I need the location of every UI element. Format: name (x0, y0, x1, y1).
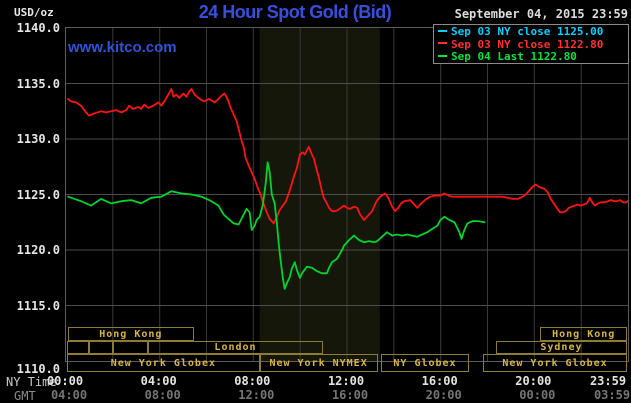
session-label: London (214, 342, 257, 353)
legend-label: Sep 03 NY close 1122.80 (451, 37, 604, 51)
chart-timestamp: September 04, 2015 23:59 (454, 7, 628, 21)
session-box-hong-kong: Hong Kong (68, 327, 194, 341)
legend: Sep 03 NY close 1125.00 Sep 03 NY close … (433, 24, 629, 64)
session-label: NY Globex (393, 357, 457, 369)
x-tick-label-ny: 16:00 (421, 374, 458, 388)
x-tick-label-gmt: 03:59 (593, 388, 631, 402)
x-tick-label-gmt: 04:00 (50, 388, 88, 402)
kitco-watermark-link[interactable]: www.kitco.com (68, 39, 177, 56)
legend-label: Sep 03 NY close 1125.00 (451, 25, 604, 38)
session-box-hong-kong: Hong Kong (540, 327, 627, 341)
legend-item-prev-close: Sep 03 NY close 1125.00 (438, 25, 628, 39)
plot-area (65, 27, 629, 362)
x-tick-label-gmt: 20:00 (425, 388, 462, 402)
session-box (67, 341, 90, 354)
x-tick-label-ny: 23:59 (589, 374, 627, 388)
session-label: New York Globex (502, 357, 608, 369)
y-axis-units-label: USD/oz (14, 6, 54, 19)
session-box (89, 341, 114, 354)
session-label: New York Globex (110, 357, 216, 369)
session-label: Hong Kong (99, 328, 163, 340)
session-box-new-york-nymex: New York NYMEX (259, 354, 378, 372)
x-axis-row-label-ny-time: NY Time (6, 375, 57, 389)
session-box-sydney: Sydney (495, 341, 627, 354)
y-tick-label: 1135.0 (16, 76, 60, 91)
y-tick-label: 1125.0 (16, 187, 60, 202)
green-line-swatch (438, 54, 447, 57)
legend-item-sep04: Sep 04 Last 1122.80 (438, 50, 628, 64)
y-tick-label: 1140.0 (16, 21, 60, 35)
red-line-swatch (438, 42, 447, 44)
x-tick-label-gmt: 12:00 (238, 388, 275, 402)
y-tick-label: 1130.0 (16, 132, 60, 146)
session-label: Hong Kong (552, 328, 616, 340)
session-box (113, 341, 149, 354)
x-tick-label-ny: 08:00 (234, 374, 271, 388)
y-tick-label: 1115.0 (16, 298, 60, 313)
price-lines-canvas (66, 28, 628, 361)
x-tick-label-ny: 04:00 (140, 374, 177, 388)
y-tick-label: 1120.0 (16, 243, 60, 257)
x-tick-label-ny: 00:00 (46, 374, 84, 388)
x-tick-label-ny: 20:00 (515, 374, 552, 388)
session-label: Sydney (540, 342, 583, 353)
x-tick-label-gmt: 00:00 (519, 388, 556, 402)
session-box-new-york-globex: New York Globex (483, 354, 627, 372)
session-box-new-york-globex: New York Globex (67, 354, 260, 372)
x-tick-label-ny: 12:00 (327, 374, 365, 388)
x-tick-label-gmt: 08:00 (144, 388, 181, 402)
session-box-ny-globex: NY Globex (381, 354, 469, 372)
x-axis-row-label-gmt: GMT (14, 389, 36, 403)
chart-title: 24 Hour Spot Gold (Bid) (198, 2, 392, 22)
x-tick-label-gmt: 16:00 (331, 388, 369, 402)
session-label: New York NYMEX (269, 357, 368, 369)
y-tick-label: 1110.0 (16, 362, 60, 376)
session-box-london: London (148, 341, 323, 354)
legend-item-sep03: Sep 03 NY close 1122.80 (438, 37, 628, 52)
cyan-line-swatch (438, 29, 447, 32)
legend-label: Sep 04 Last 1122.80 (451, 50, 577, 63)
